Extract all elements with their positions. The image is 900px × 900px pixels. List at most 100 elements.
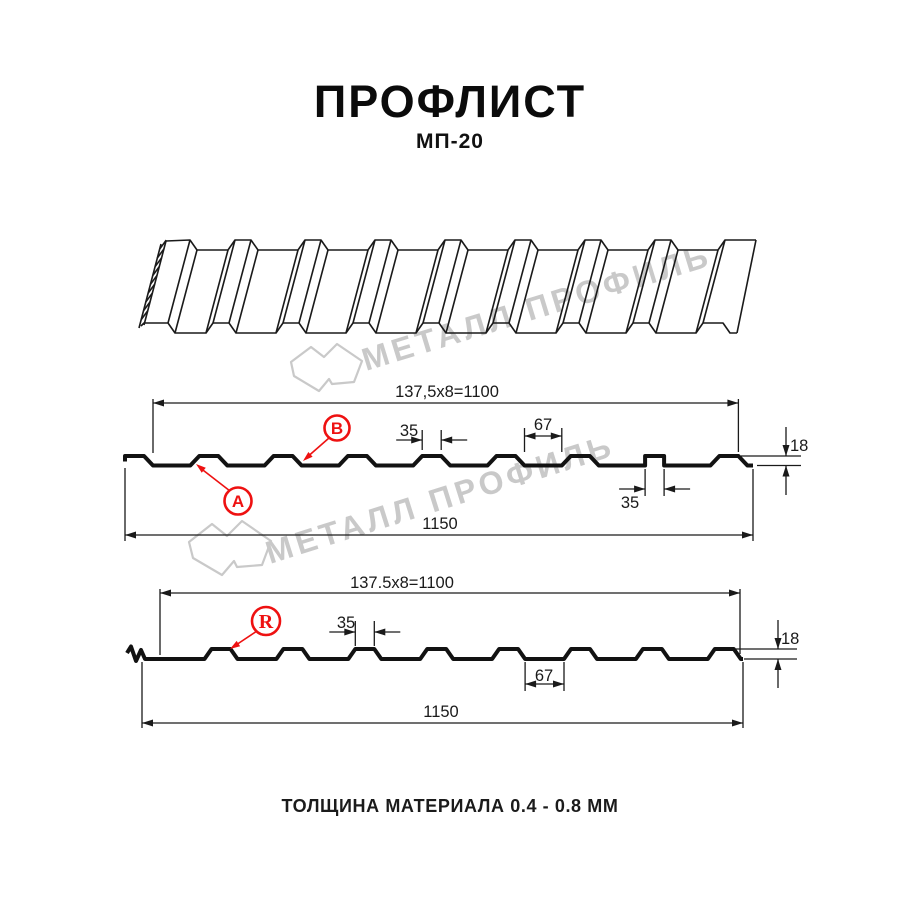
arrowhead — [525, 680, 537, 688]
hatch-tick — [145, 292, 154, 303]
rib-edge — [235, 249, 259, 334]
arrowhead — [153, 399, 164, 407]
rib-edge — [695, 249, 719, 334]
rib-edge — [305, 249, 329, 334]
dim-valley-label: 67 — [534, 416, 552, 434]
rib-edge — [282, 239, 306, 324]
metal-profil-logo — [187, 519, 273, 577]
arrowhead — [634, 485, 646, 493]
rib-edge — [655, 249, 679, 334]
rib-edge — [352, 239, 376, 324]
rib-edge — [205, 249, 229, 334]
rib-edge — [212, 239, 236, 324]
arrowhead — [774, 638, 782, 649]
watermark-text: МЕТАЛЛ ПРОФИЛЬ — [261, 427, 618, 571]
sheet-right-edge — [736, 239, 757, 334]
arrowhead — [374, 628, 386, 636]
rib-edge — [562, 239, 586, 324]
arrowhead — [664, 485, 676, 493]
marker-letter-a: A — [232, 492, 244, 511]
watermark-lower: МЕТАЛЛ ПРОФИЛЬ — [187, 427, 619, 577]
rib-edge — [174, 249, 198, 334]
sheet-far-edge — [165, 239, 756, 251]
arrowhead — [411, 436, 423, 444]
sheet-3d-view — [138, 239, 757, 334]
profile-section-bottom — [125, 589, 797, 728]
hatch-tick — [140, 310, 149, 321]
hatch-tick — [156, 248, 165, 259]
page-subtitle: МП-20 — [416, 130, 484, 153]
dim-height-label: 18 — [790, 437, 808, 455]
arrowhead — [727, 399, 739, 407]
arrowhead — [774, 659, 782, 670]
rib-edge — [275, 249, 299, 334]
rib-edge — [578, 239, 602, 324]
rib-edge — [555, 249, 579, 334]
dim-pitch-label: 137,5x8=1100 — [395, 383, 499, 401]
rib-edge — [492, 239, 516, 324]
arrowhead — [524, 432, 536, 440]
arrowhead — [782, 465, 790, 477]
rib-edge — [515, 249, 539, 334]
arrowhead — [729, 589, 740, 597]
rib-edge — [508, 239, 532, 324]
marker-arrow — [198, 466, 231, 492]
arrowhead — [344, 628, 356, 636]
arrowhead — [742, 531, 753, 539]
rib-edge — [368, 239, 392, 324]
marker-letter-r: R — [259, 611, 274, 633]
rib-edge — [585, 249, 609, 334]
rib-edge — [375, 249, 399, 334]
rib-edge — [167, 239, 191, 324]
rib-edge — [228, 239, 252, 324]
arrowhead — [160, 589, 171, 597]
footer-note: ТОЛЩИНА МАТЕРИАЛА 0.4 - 0.8 ММ — [281, 796, 619, 816]
sheet-left-edge — [138, 243, 162, 329]
profile-outline — [123, 454, 753, 468]
arrowhead — [125, 531, 136, 539]
dim-lap-rib-label: 35 — [621, 494, 639, 512]
arrowhead — [553, 680, 564, 688]
rib-edge — [702, 239, 726, 324]
hatch-tick — [152, 266, 160, 276]
rib-edge — [648, 239, 672, 324]
arrowhead — [441, 436, 453, 444]
arrowhead — [550, 432, 562, 440]
dim-crest-label: 35 — [337, 614, 355, 632]
dim-overall-label: 1150 — [423, 703, 458, 721]
rib-edge — [345, 249, 369, 334]
marker-circle-a — [223, 486, 253, 516]
arrowhead — [782, 445, 790, 456]
rib-edge — [445, 249, 469, 334]
rib-edge — [415, 249, 439, 334]
dim-crest-label: 35 — [400, 422, 418, 440]
rib-edge — [438, 239, 462, 324]
arrowhead — [142, 719, 153, 727]
rib-edge — [485, 249, 509, 334]
marker-circle-b — [323, 414, 351, 442]
hatch-tick — [159, 239, 167, 250]
page-title: ПРОФЛИСТ — [313, 76, 587, 127]
arrowhead — [230, 640, 241, 649]
rib-edge — [422, 239, 446, 324]
marker-letter-b: B — [331, 419, 343, 438]
rib-edge — [298, 239, 322, 324]
hatch-tick — [154, 257, 163, 268]
dim-pitch-label: 137.5x8=1100 — [350, 574, 454, 592]
profile-outline — [125, 644, 743, 663]
arrowhead — [732, 719, 743, 727]
hatch-tick — [147, 283, 156, 294]
arrowhead — [303, 451, 313, 461]
dim-overall-label: 1150 — [422, 515, 457, 533]
rib-edge — [632, 239, 656, 324]
dim-height-label: 18 — [781, 630, 799, 648]
arrowhead — [196, 464, 206, 473]
marker-circle-r — [250, 605, 282, 637]
hatch-tick — [142, 301, 151, 312]
dim-valley-label: 67 — [535, 667, 553, 685]
profile-section-top — [123, 399, 801, 541]
rib-edge — [625, 249, 649, 334]
metal-profil-logo — [289, 342, 364, 393]
